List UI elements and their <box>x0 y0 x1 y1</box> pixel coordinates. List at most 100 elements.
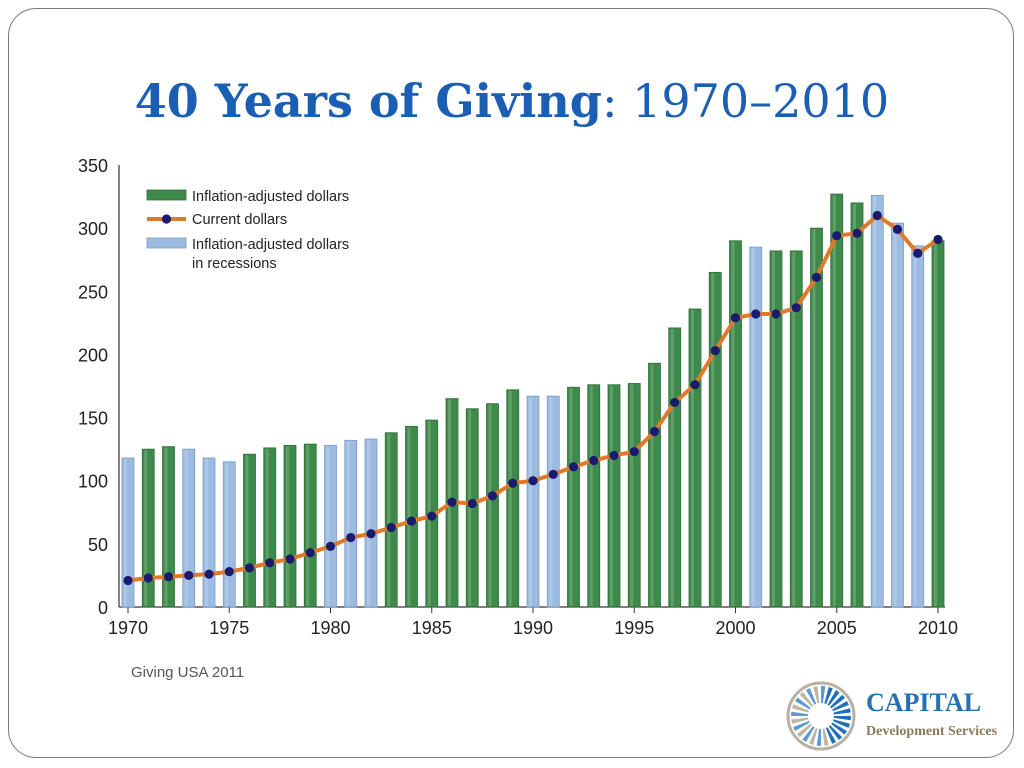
logo-ray <box>833 708 851 715</box>
current-dollars-point <box>366 529 376 539</box>
current-dollars-point <box>406 516 417 526</box>
y-tick-label: 350 <box>78 156 108 176</box>
logo-ray <box>822 728 829 746</box>
current-dollars-point <box>913 248 923 258</box>
bar-highlight <box>367 440 370 606</box>
x-tick-label: 2010 <box>918 618 958 638</box>
bar-highlight <box>731 241 735 606</box>
inflation-adjusted-bar <box>486 403 499 608</box>
current-dollars-point <box>730 313 741 323</box>
logo-ray <box>791 717 809 724</box>
current-dollars-point <box>649 426 660 437</box>
current-dollars-point <box>305 548 315 558</box>
current-dollars-point <box>163 572 174 582</box>
logo-ray <box>832 719 850 728</box>
bar-highlight <box>610 385 613 606</box>
bar-highlight <box>326 446 330 606</box>
recession-bar <box>526 395 540 608</box>
giving-chart: 0 50 100 150 200 250 300 350 1970 1975 1980 1985 199… <box>78 156 958 638</box>
current-dollars-point <box>771 309 781 319</box>
bar-highlight <box>407 427 411 606</box>
current-dollars-point <box>285 554 295 564</box>
bar-highlight <box>124 458 127 606</box>
bar-highlight <box>488 404 492 606</box>
logo-ray <box>828 725 843 741</box>
recession-bar <box>546 395 560 608</box>
legend-label-current: Current dollars <box>192 212 287 228</box>
logo-ray <box>813 686 820 704</box>
source-citation: Giving USA 2011 <box>131 664 245 681</box>
recession-bar <box>364 438 378 608</box>
bar-highlight <box>853 203 856 606</box>
legend-swatch-inflation-adjusted <box>146 189 187 201</box>
logo-ray <box>791 711 809 716</box>
inflation-adjusted-bar <box>162 446 175 608</box>
current-dollars-point <box>224 567 234 577</box>
title-years: 1970–2010 <box>632 74 890 128</box>
recession-bar <box>911 245 925 608</box>
inflation-adjusted-bar <box>506 389 520 608</box>
current-dollars-point <box>791 303 801 313</box>
inflation-adjusted-bar <box>830 193 844 608</box>
y-tick-label: 50 <box>88 535 108 555</box>
bar-highlight <box>650 364 654 606</box>
recession-bar <box>870 194 884 608</box>
current-dollars-point <box>386 522 396 533</box>
bar-highlight <box>711 273 715 606</box>
bar-highlight <box>346 441 350 606</box>
inflation-adjusted-bar <box>668 327 682 608</box>
logo-ray <box>830 694 846 709</box>
bar-highlight <box>812 229 816 606</box>
y-tick-label: 250 <box>78 282 108 302</box>
legend-swatch-current-marker <box>161 214 172 224</box>
bar-highlight <box>589 385 593 606</box>
inflation-adjusted-bar <box>587 384 601 608</box>
inflation-adjusted-bar <box>384 432 398 608</box>
logo-ray <box>824 687 833 705</box>
bar-highlight <box>569 388 573 606</box>
inflation-adjusted-bar <box>931 240 945 608</box>
bar-highlight <box>670 328 674 606</box>
x-tick-label: 1970 <box>108 618 148 638</box>
current-dollars-point <box>609 450 619 461</box>
bar-highlight <box>792 251 796 607</box>
bar-highlight <box>286 446 289 606</box>
inflation-adjusted-bar <box>141 448 155 608</box>
recession-bar <box>324 444 337 608</box>
bar-highlight <box>184 450 188 606</box>
slide-frame <box>8 8 1014 758</box>
y-tick-label: 300 <box>78 219 108 239</box>
current-dollars-point <box>244 563 255 573</box>
current-dollars-point <box>143 573 153 583</box>
logo-ray <box>827 690 840 706</box>
logo-ray <box>799 691 814 707</box>
inflation-adjusted-bar <box>769 250 783 608</box>
logo-ray <box>795 697 811 710</box>
logo-ray <box>832 701 849 712</box>
logo-ray <box>796 723 812 738</box>
bar-highlight <box>751 248 755 607</box>
bar-highlight <box>691 309 694 606</box>
inflation-adjusted-bar <box>607 384 621 608</box>
inflation-adjusted-bar <box>648 362 661 608</box>
current-dollars-point <box>325 541 336 551</box>
y-tick-label: 0 <box>98 598 108 618</box>
x-tick-label: 1980 <box>310 618 350 638</box>
x-tick-label: 2000 <box>715 618 755 638</box>
bar-highlight <box>934 241 937 606</box>
recession-bar <box>202 457 216 608</box>
bar-highlight <box>873 196 877 606</box>
inflation-adjusted-bar <box>243 453 256 608</box>
inflation-adjusted-bar <box>283 444 297 608</box>
current-dollars-point <box>204 569 214 579</box>
legend-label-recession-line1: Inflation-adjusted dollars <box>192 237 349 253</box>
bar-highlight <box>893 224 897 606</box>
bar-highlight <box>549 397 553 606</box>
current-dollars-point <box>528 476 538 486</box>
x-tick-label: 1990 <box>513 618 553 638</box>
current-dollars-point <box>933 234 943 245</box>
inflation-adjusted-bar <box>688 308 702 608</box>
current-dollars-point <box>508 478 518 488</box>
current-dollars-point <box>629 447 639 457</box>
current-dollars-point <box>548 469 558 479</box>
